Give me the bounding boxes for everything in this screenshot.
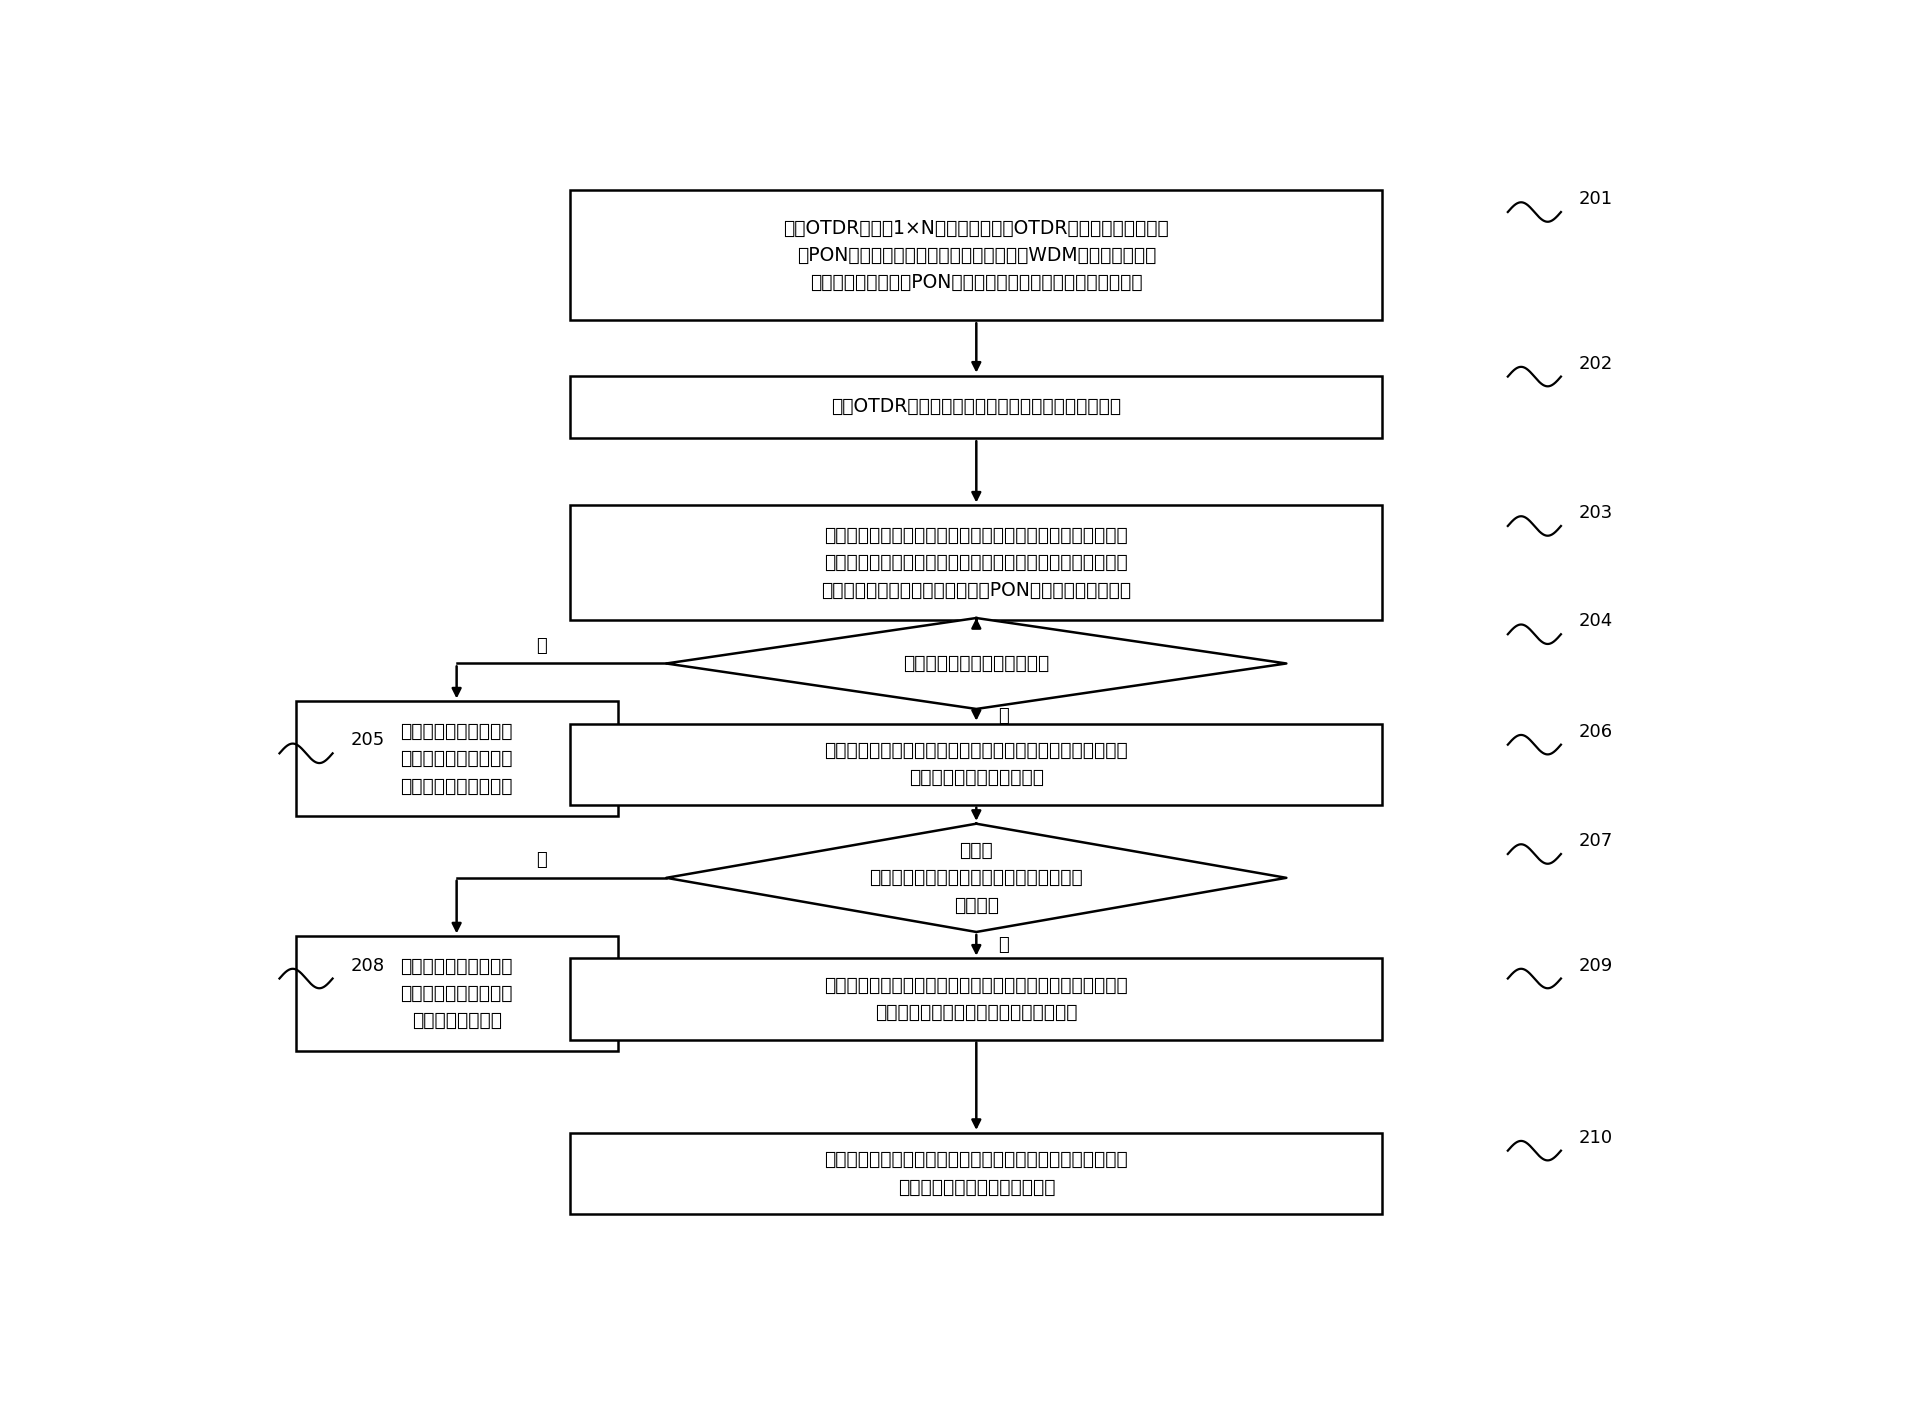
Text: 205: 205: [351, 731, 385, 749]
FancyBboxPatch shape: [295, 936, 617, 1052]
Text: 确定存在反射峰的位置
即为故障分光支路中的
断纤故障发生位置: 确定存在反射峰的位置 即为故障分光支路中的 断纤故障发生位置: [400, 957, 512, 1031]
Text: 201: 201: [1579, 190, 1614, 208]
Text: 206: 206: [1579, 723, 1614, 741]
Text: 203: 203: [1579, 503, 1614, 522]
FancyBboxPatch shape: [570, 375, 1383, 439]
Text: 208: 208: [351, 956, 385, 974]
Text: 否: 否: [998, 936, 1010, 955]
Text: 207: 207: [1579, 832, 1614, 851]
Text: 202: 202: [1579, 354, 1614, 373]
Text: 将测试曲线中未消失的反射峰与比较曲线中相应位置的反射峰
的峰值相减，得到比较曲线: 将测试曲线中未消失的反射峰与比较曲线中相应位置的反射峰 的峰值相减，得到比较曲线: [825, 741, 1128, 787]
FancyBboxPatch shape: [570, 724, 1383, 804]
FancyBboxPatch shape: [570, 959, 1383, 1039]
Text: 是: 是: [535, 637, 547, 655]
Text: 启动OTDR，通过1×N光开关选路，使OTDR向故障分光支路所在
的PON口的下行光路输入下行测试光，采用WDM将下行测试光与
故障分光支路所在的PON口的下行: 启动OTDR，通过1×N光开关选路，使OTDR向故障分光支路所在 的PON口的下…: [783, 218, 1170, 292]
Polygon shape: [667, 619, 1286, 709]
FancyBboxPatch shape: [295, 702, 617, 815]
Text: 将测试曲线与参考曲线进行比较，识别在参考曲线中出现而在
测试曲线中相应位置消失的反射峰，确定该消失的反射峰对应
的光网络用户终端所在分支光路为PON口下的故障分: 将测试曲线与参考曲线进行比较，识别在参考曲线中出现而在 测试曲线中相应位置消失的…: [821, 526, 1132, 599]
FancyBboxPatch shape: [570, 1133, 1383, 1213]
FancyBboxPatch shape: [570, 190, 1383, 321]
Text: 204: 204: [1579, 612, 1614, 630]
Text: 209: 209: [1579, 956, 1614, 974]
Text: 确定该新的反射峰所在
位置即为故障分光支路
中的断纤故障发生位置: 确定该新的反射峰所在 位置即为故障分光支路 中的断纤故障发生位置: [400, 723, 512, 796]
Text: 否: 否: [998, 707, 1010, 725]
Text: 比较测试曲线中未消失的每个反射峰相对于参考曲线中相应位
置的反射峰的事件盲区大小是否发生变化: 比较测试曲线中未消失的每个反射峰相对于参考曲线中相应位 置的反射峰的事件盲区大小…: [825, 976, 1128, 1022]
Text: 未消失
的反射峰对应的比较曲线中的相应位置存在
反射峰？: 未消失 的反射峰对应的比较曲线中的相应位置存在 反射峰？: [869, 841, 1084, 914]
FancyBboxPatch shape: [570, 505, 1383, 620]
Text: 测试曲线上出现新的反射峰？: 测试曲线上出现新的反射峰？: [903, 654, 1050, 673]
Text: 210: 210: [1579, 1129, 1614, 1147]
Text: 确定事件盲区大小发生变化后的反射峰位置作为故障分光支路
中的断纤故障发生点的参考位置: 确定事件盲区大小发生变化后的反射峰位置作为故障分光支路 中的断纤故障发生点的参考…: [825, 1150, 1128, 1197]
Polygon shape: [667, 824, 1286, 932]
Text: 采用OTDR采集该下行测试光的反射曲线作为测试曲线: 采用OTDR采集该下行测试光的反射曲线作为测试曲线: [831, 398, 1122, 416]
Text: 是: 是: [535, 851, 547, 869]
